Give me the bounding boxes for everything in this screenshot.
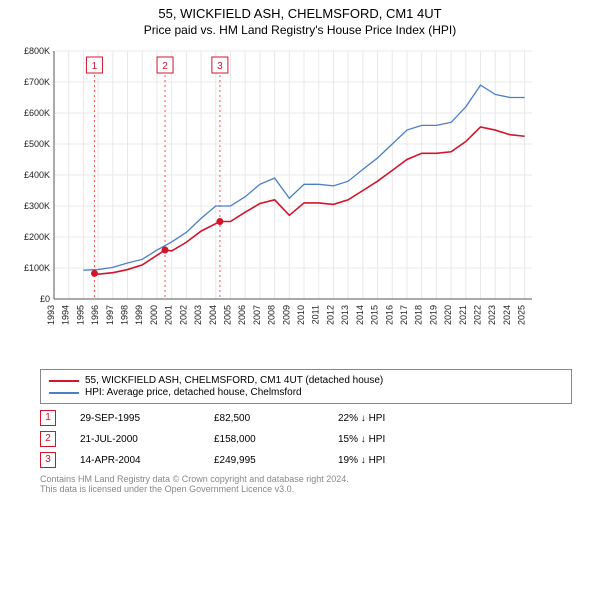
legend: 55, WICKFIELD ASH, CHELMSFORD, CM1 4UT (… [40, 369, 572, 404]
svg-text:£100K: £100K [24, 263, 50, 273]
footnote-line2: This data is licensed under the Open Gov… [40, 484, 572, 494]
event-date: 14-APR-2004 [80, 455, 190, 466]
svg-text:1998: 1998 [120, 305, 130, 325]
event-row: 1 29-SEP-1995 £82,500 22% ↓ HPI [40, 410, 600, 426]
event-date: 21-JUL-2000 [80, 434, 190, 445]
footnote: Contains HM Land Registry data © Crown c… [40, 474, 572, 494]
event-price: £158,000 [214, 434, 314, 445]
event-delta: 15% ↓ HPI [338, 434, 385, 445]
svg-text:2025: 2025 [517, 305, 527, 325]
svg-text:2020: 2020 [443, 305, 453, 325]
svg-text:2004: 2004 [208, 305, 218, 325]
svg-text:£400K: £400K [24, 170, 50, 180]
svg-text:£0: £0 [40, 294, 50, 304]
svg-text:1: 1 [92, 61, 98, 72]
svg-text:2017: 2017 [399, 305, 409, 325]
legend-label: 55, WICKFIELD ASH, CHELMSFORD, CM1 4UT (… [85, 375, 383, 386]
svg-text:2011: 2011 [311, 305, 321, 324]
event-delta: 22% ↓ HPI [338, 413, 385, 424]
event-price: £249,995 [214, 455, 314, 466]
legend-item: HPI: Average price, detached house, Chel… [49, 387, 563, 398]
svg-text:1995: 1995 [75, 305, 85, 325]
event-price: £82,500 [214, 413, 314, 424]
svg-text:1997: 1997 [105, 305, 115, 325]
chart-title-address: 55, WICKFIELD ASH, CHELMSFORD, CM1 4UT [0, 6, 600, 21]
svg-text:2018: 2018 [414, 305, 424, 325]
svg-text:£200K: £200K [24, 232, 50, 242]
svg-text:1993: 1993 [46, 305, 56, 325]
svg-text:£800K: £800K [24, 46, 50, 56]
footnote-line1: Contains HM Land Registry data © Crown c… [40, 474, 572, 484]
event-row: 3 14-APR-2004 £249,995 19% ↓ HPI [40, 452, 600, 468]
svg-text:£700K: £700K [24, 77, 50, 87]
svg-text:2005: 2005 [222, 305, 232, 325]
svg-text:2006: 2006 [237, 305, 247, 325]
legend-item: 55, WICKFIELD ASH, CHELMSFORD, CM1 4UT (… [49, 375, 563, 386]
event-row: 2 21-JUL-2000 £158,000 15% ↓ HPI [40, 431, 600, 447]
event-delta: 19% ↓ HPI [338, 455, 385, 466]
svg-text:3: 3 [217, 61, 223, 72]
event-list: 1 29-SEP-1995 £82,500 22% ↓ HPI 2 21-JUL-2000… [40, 410, 600, 468]
svg-text:2024: 2024 [502, 305, 512, 325]
svg-text:2013: 2013 [340, 305, 350, 325]
legend-label: HPI: Average price, detached house, Chel… [85, 387, 302, 398]
svg-text:2022: 2022 [473, 305, 483, 325]
svg-text:2007: 2007 [252, 305, 262, 325]
svg-text:2021: 2021 [458, 305, 468, 325]
svg-text:1996: 1996 [90, 305, 100, 325]
svg-text:2003: 2003 [193, 305, 203, 325]
svg-text:2012: 2012 [325, 305, 335, 325]
svg-text:2009: 2009 [281, 305, 291, 325]
legend-swatch [49, 392, 79, 394]
svg-text:1999: 1999 [134, 305, 144, 325]
svg-text:2000: 2000 [149, 305, 159, 325]
price-chart: £0 £100K £200K £300K £400K £500K £600K £700K £80… [10, 43, 544, 363]
legend-swatch [49, 380, 79, 382]
svg-text:2015: 2015 [370, 305, 380, 325]
svg-text:2001: 2001 [164, 305, 174, 325]
svg-text:2: 2 [162, 61, 168, 72]
event-marker-icon: 3 [40, 452, 56, 468]
svg-text:£500K: £500K [24, 139, 50, 149]
svg-text:2010: 2010 [296, 305, 306, 325]
svg-text:2014: 2014 [355, 305, 365, 325]
svg-text:2023: 2023 [487, 305, 497, 325]
svg-text:£600K: £600K [24, 108, 50, 118]
svg-text:£300K: £300K [24, 201, 50, 211]
event-marker-icon: 2 [40, 431, 56, 447]
svg-text:2016: 2016 [384, 305, 394, 325]
svg-text:2002: 2002 [178, 305, 188, 325]
chart-title-subtitle: Price paid vs. HM Land Registry's House … [0, 23, 600, 37]
event-date: 29-SEP-1995 [80, 413, 190, 424]
svg-text:2019: 2019 [428, 305, 438, 325]
event-marker-icon: 1 [40, 410, 56, 426]
svg-text:2008: 2008 [267, 305, 277, 325]
svg-text:1994: 1994 [61, 305, 71, 325]
